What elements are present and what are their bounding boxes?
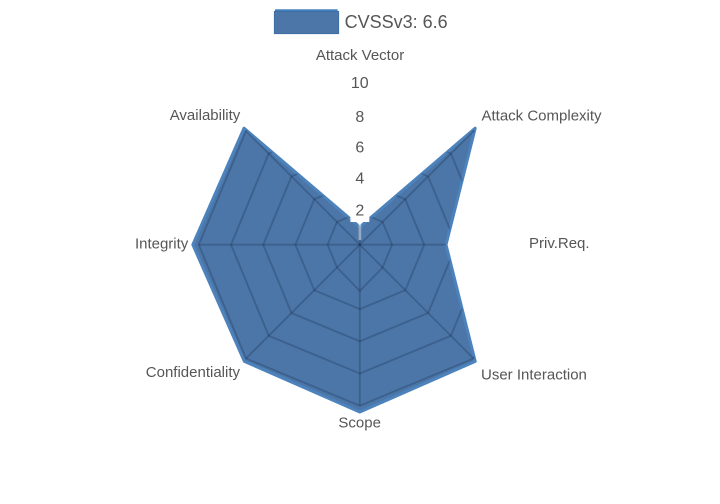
svg-text:10: 10 xyxy=(351,75,369,92)
svg-text:2: 2 xyxy=(355,203,364,220)
svg-text:Attack Complexity: Attack Complexity xyxy=(482,108,603,125)
svg-text:Attack Vector: Attack Vector xyxy=(316,47,404,64)
svg-text:Integrity: Integrity xyxy=(135,236,189,253)
svg-text:Availability: Availability xyxy=(170,107,241,124)
svg-text:Confidentiality: Confidentiality xyxy=(146,364,241,381)
svg-text:4: 4 xyxy=(355,170,364,187)
svg-text:Priv.Req.: Priv.Req. xyxy=(529,235,590,252)
svg-text:Scope: Scope xyxy=(338,415,381,432)
svg-text:CVSSv3: 6.6: CVSSv3: 6.6 xyxy=(345,12,448,32)
svg-text:User Interaction: User Interaction xyxy=(481,367,587,384)
svg-text:8: 8 xyxy=(355,109,364,126)
svg-text:6: 6 xyxy=(355,140,364,157)
